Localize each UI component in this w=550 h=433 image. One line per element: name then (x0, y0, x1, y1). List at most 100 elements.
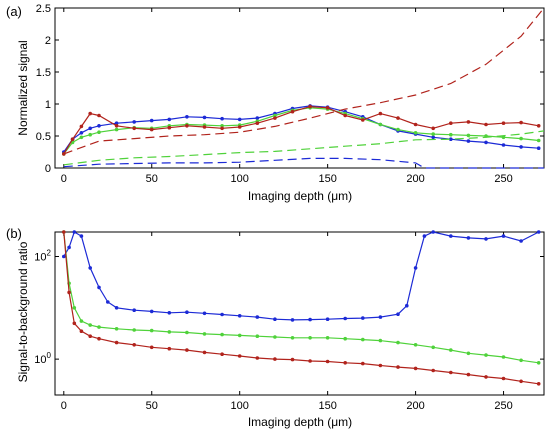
b-series-0-point (325, 317, 330, 322)
b-series-1-point (449, 348, 453, 352)
a-series-1-point (273, 113, 277, 118)
panel-b-x-label: Imaging depth (μm) (248, 415, 352, 429)
panel-b: (b) 0 50 100 150 200 250 100 102 Imaging depth… (6, 226, 545, 429)
a-y-tick-label: 2.5 (36, 3, 51, 15)
a-series-2-point (325, 106, 330, 110)
a-series-0-point (149, 118, 154, 123)
a-series-2-point (273, 116, 277, 120)
panel-a-label: (a) (6, 4, 22, 19)
a-series-0-point (88, 126, 92, 131)
b-series-0-point (413, 266, 418, 270)
b-series-0-point (114, 306, 119, 310)
a-series-1-point (501, 135, 506, 140)
panel-b-y-label: Signal-to-background ratio (16, 241, 30, 382)
a-series-1-line (63, 107, 539, 155)
b-series-1-point (431, 345, 436, 350)
panel-a-y-label: Normalized signal (16, 40, 30, 135)
b-x-tick-label: 50 (146, 400, 158, 412)
a-series-2-point (132, 126, 136, 131)
b-series-0-point (484, 237, 488, 241)
b-x-tick-label: 150 (318, 400, 336, 412)
a-series-1-point (449, 132, 453, 137)
a-series-0-point (501, 143, 506, 147)
a-series-2-point (97, 113, 101, 118)
b-series-0-point (361, 316, 365, 320)
a-series-2-point (501, 121, 506, 125)
b-series-1-point (79, 319, 84, 323)
b-series-2-point (396, 365, 400, 369)
b-series-0-point (378, 315, 383, 319)
a-series-2-point (308, 104, 312, 109)
b-series-0-point (536, 230, 541, 234)
a-series-0-point (97, 124, 101, 128)
a-series-1-point (519, 136, 523, 141)
a-series-0-point (255, 116, 260, 120)
panel-a-plot-frame (54, 7, 545, 169)
b-series-2-point (413, 366, 418, 371)
panel-a-x-axis: 0 50 100 150 200 250 (61, 8, 513, 185)
b-series-0-line (63, 231, 539, 321)
b-series-2-point (466, 372, 471, 377)
panel-b-plot-frame (54, 231, 545, 396)
a-series-1-point (536, 138, 541, 143)
panel-a-y-axis: 0 0.5 1 1.5 2 2.5 (36, 3, 544, 175)
panel-b-label: (b) (6, 226, 22, 241)
b-series-0-point (106, 300, 110, 304)
b-series-2-point (519, 379, 523, 384)
a-series-2-point (185, 124, 189, 128)
a-y-tick-label: 0.5 (36, 131, 51, 143)
b-series-2-point (273, 357, 277, 361)
a-x-tick-label: 150 (318, 173, 336, 185)
a-series-2-point (70, 137, 75, 141)
b-series-2-point (72, 321, 77, 326)
b-series-1-point (413, 343, 418, 347)
b-series-2-point (325, 359, 330, 364)
b-series-1-point (237, 333, 242, 338)
b-series-2-point (449, 370, 453, 375)
b-series-1-point (308, 336, 312, 340)
b-series-2-point (343, 361, 348, 365)
b-series-1-point (202, 332, 207, 336)
a-y-tick-label: 0 (45, 163, 51, 175)
b-series-1-point (519, 358, 523, 363)
a-series-2-point (519, 120, 523, 125)
b-series-2-point (220, 352, 224, 357)
b-series-1-point (378, 338, 383, 343)
b-series-2-point (255, 356, 260, 360)
a-series-1-point (378, 122, 383, 127)
a-series-4-line (63, 130, 545, 166)
b-series-1-point (149, 328, 154, 333)
b-series-0-point (290, 318, 295, 322)
b-series-2-point (114, 340, 119, 345)
a-series-1-point (396, 127, 400, 132)
b-series-1-point (361, 337, 365, 342)
a-series-2-point (396, 116, 400, 120)
a-series-2-point (114, 124, 119, 128)
a-series-1-point (114, 127, 119, 132)
b-series-1-point (132, 328, 136, 332)
b-series-1-point (536, 361, 541, 365)
b-series-2-point (378, 363, 383, 368)
b-series-0-point (519, 239, 523, 243)
a-series-2-point (149, 127, 154, 132)
panel-b-series (62, 230, 541, 386)
a-series-0-point (449, 137, 453, 141)
a-series-2-point (202, 125, 207, 129)
b-series-1-point (396, 340, 400, 345)
panel-b-x-axis: 0 50 100 150 200 250 (61, 232, 513, 412)
b-series-2-line (63, 231, 539, 385)
a-series-0-point (79, 131, 84, 135)
b-series-0-point (466, 236, 471, 240)
b-series-2-point (202, 350, 207, 355)
b-series-1-point (220, 332, 224, 337)
a-series-2-point (378, 111, 383, 116)
b-series-0-point (308, 317, 312, 322)
a-series-2-point (290, 109, 295, 114)
a-series-0-point (202, 115, 207, 120)
a-series-2-line (63, 105, 539, 155)
a-series-0-point (114, 121, 119, 125)
panel-a: (a) 0 50 100 150 200 250 0 0.5 1 1.5 2 2.5 Imaging… (6, 3, 545, 203)
panel-b-y-axis: 100 102 (34, 248, 544, 366)
a-x-tick-label: 50 (146, 173, 158, 185)
